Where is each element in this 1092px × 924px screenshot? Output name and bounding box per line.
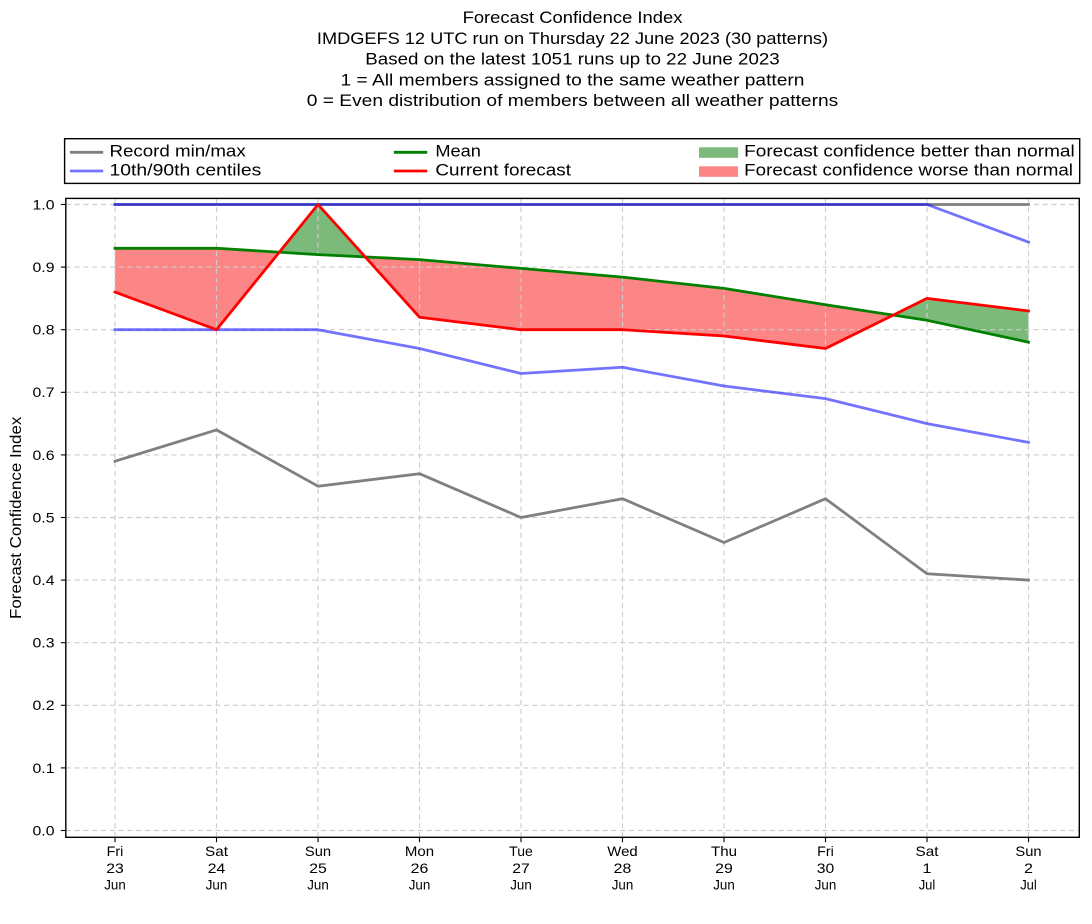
svg-text:Jun: Jun bbox=[307, 877, 329, 893]
svg-text:25: 25 bbox=[309, 860, 327, 876]
svg-text:23: 23 bbox=[106, 860, 124, 876]
svg-text:Jun: Jun bbox=[612, 877, 634, 893]
svg-text:0.2: 0.2 bbox=[33, 697, 55, 713]
svg-text:Sun: Sun bbox=[1015, 843, 1041, 859]
svg-text:Sat: Sat bbox=[916, 843, 939, 859]
svg-text:Jun: Jun bbox=[713, 877, 735, 893]
svg-text:Record min/max: Record min/max bbox=[110, 142, 247, 161]
svg-text:Jun: Jun bbox=[409, 877, 431, 893]
svg-text:Jun: Jun bbox=[510, 877, 532, 893]
svg-text:26: 26 bbox=[411, 860, 429, 876]
svg-text:1.0: 1.0 bbox=[33, 196, 55, 212]
svg-text:0.9: 0.9 bbox=[33, 259, 55, 275]
svg-text:Fri: Fri bbox=[107, 843, 124, 859]
svg-text:0.6: 0.6 bbox=[33, 447, 55, 463]
svg-text:Tue: Tue bbox=[509, 843, 533, 859]
svg-text:29: 29 bbox=[715, 860, 733, 876]
svg-text:Mean: Mean bbox=[435, 142, 481, 161]
svg-text:2: 2 bbox=[1024, 860, 1033, 876]
svg-text:Based on the latest 1051 runs: Based on the latest 1051 runs up to 22 J… bbox=[365, 50, 779, 69]
svg-text:24: 24 bbox=[208, 860, 226, 876]
svg-text:Sun: Sun bbox=[305, 843, 331, 859]
svg-text:1: 1 bbox=[923, 860, 932, 876]
svg-text:0.8: 0.8 bbox=[33, 322, 55, 338]
svg-text:0.7: 0.7 bbox=[33, 384, 55, 400]
svg-text:Jun: Jun bbox=[206, 877, 228, 893]
svg-text:0.3: 0.3 bbox=[33, 635, 55, 651]
svg-text:0 = Even distribution of membe: 0 = Even distribution of members between… bbox=[307, 91, 839, 110]
svg-text:IMDGEFS 12 UTC run on Thursday: IMDGEFS 12 UTC run on Thursday 22 June 2… bbox=[317, 29, 828, 48]
svg-text:28: 28 bbox=[614, 860, 632, 876]
svg-text:Jun: Jun bbox=[815, 877, 837, 893]
svg-text:Forecast confidence worse than: Forecast confidence worse than normal bbox=[744, 161, 1073, 180]
svg-text:Forecast Confidence Index: Forecast Confidence Index bbox=[8, 416, 25, 619]
svg-text:30: 30 bbox=[817, 860, 835, 876]
svg-text:Jul: Jul bbox=[919, 877, 936, 893]
svg-text:27: 27 bbox=[512, 860, 530, 876]
svg-text:Thu: Thu bbox=[711, 843, 737, 859]
svg-text:Jun: Jun bbox=[104, 877, 126, 893]
svg-text:Jul: Jul bbox=[1020, 877, 1037, 893]
svg-text:Current forecast: Current forecast bbox=[435, 161, 571, 180]
svg-text:Sat: Sat bbox=[205, 843, 228, 859]
svg-text:Forecast Confidence Index: Forecast Confidence Index bbox=[463, 8, 684, 27]
svg-text:Forecast confidence better tha: Forecast confidence better than normal bbox=[744, 142, 1074, 161]
svg-text:Fri: Fri bbox=[817, 843, 834, 859]
svg-text:10th/90th centiles: 10th/90th centiles bbox=[110, 161, 262, 180]
svg-text:Mon: Mon bbox=[405, 843, 434, 859]
svg-text:0.1: 0.1 bbox=[33, 760, 55, 776]
svg-text:0.4: 0.4 bbox=[33, 572, 55, 588]
svg-text:0.0: 0.0 bbox=[33, 822, 55, 838]
svg-text:1 = All members assigned to th: 1 = All members assigned to the same wea… bbox=[341, 70, 805, 89]
svg-text:Wed: Wed bbox=[607, 843, 637, 859]
svg-text:0.5: 0.5 bbox=[33, 509, 55, 525]
